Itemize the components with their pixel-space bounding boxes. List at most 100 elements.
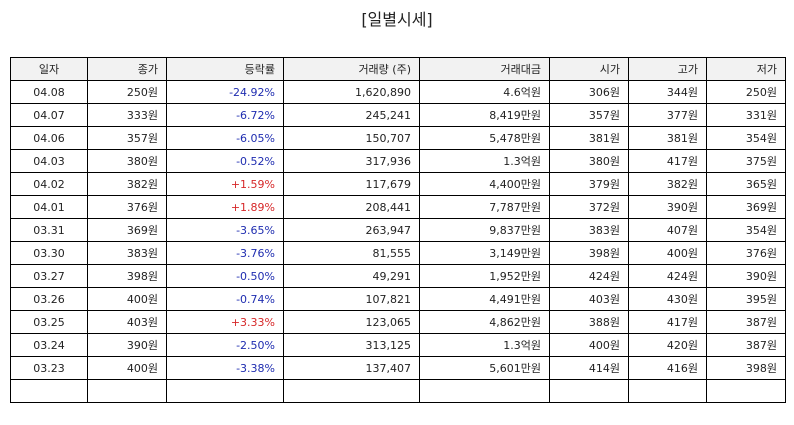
cell-low: 354원 bbox=[706, 218, 786, 242]
cell-high: 416원 bbox=[628, 356, 707, 380]
cell-date: 03.30 bbox=[10, 241, 88, 265]
table-row: 03.23 400원 -3.38% 137,407 5,601만원 414원 416원 398… bbox=[10, 356, 786, 380]
cell-low: 331원 bbox=[706, 103, 786, 127]
cell-volume: 1,620,890 bbox=[283, 80, 420, 104]
header-low: 저가 bbox=[706, 57, 786, 81]
header-amount: 거래대금 bbox=[419, 57, 550, 81]
cell-amount: 1.3억원 bbox=[419, 333, 550, 357]
cell-close: 400원 bbox=[87, 356, 167, 380]
cell-volume: 137,407 bbox=[283, 356, 420, 380]
cell-change: -2.50% bbox=[166, 333, 284, 357]
cell-close: 380원 bbox=[87, 149, 167, 173]
cell-amount: 5,601만원 bbox=[419, 356, 550, 380]
cell-volume: 263,947 bbox=[283, 218, 420, 242]
cell-close: 403원 bbox=[87, 310, 167, 334]
cell-high: 430원 bbox=[628, 287, 707, 311]
cell-amount: 4,400만원 bbox=[419, 172, 550, 196]
cell-close: 376원 bbox=[87, 195, 167, 219]
cell-change: -3.65% bbox=[166, 218, 284, 242]
cell-amount: 8,419만원 bbox=[419, 103, 550, 127]
cell-change: -3.76% bbox=[166, 241, 284, 265]
page-title: [일별시세] bbox=[361, 10, 433, 29]
empty-cell bbox=[283, 379, 420, 403]
cell-volume: 117,679 bbox=[283, 172, 420, 196]
cell-open: 400원 bbox=[549, 333, 629, 357]
cell-low: 398원 bbox=[706, 356, 786, 380]
cell-high: 400원 bbox=[628, 241, 707, 265]
cell-high: 344원 bbox=[628, 80, 707, 104]
table-row: 04.06 357원 -6.05% 150,707 5,478만원 381원 381원 354… bbox=[10, 126, 786, 150]
cell-amount: 9,837만원 bbox=[419, 218, 550, 242]
cell-high: 417원 bbox=[628, 310, 707, 334]
cell-date: 03.24 bbox=[10, 333, 88, 357]
cell-open: 372원 bbox=[549, 195, 629, 219]
cell-date: 03.25 bbox=[10, 310, 88, 334]
cell-amount: 4.6억원 bbox=[419, 80, 550, 104]
cell-change: -0.50% bbox=[166, 264, 284, 288]
cell-close: 382원 bbox=[87, 172, 167, 196]
cell-date: 04.08 bbox=[10, 80, 88, 104]
cell-volume: 317,936 bbox=[283, 149, 420, 173]
table-body: 04.08 250원 -24.92% 1,620,890 4.6억원 306원 344원 25… bbox=[10, 80, 786, 403]
header-high: 고가 bbox=[628, 57, 707, 81]
cell-open: 424원 bbox=[549, 264, 629, 288]
cell-change: -6.72% bbox=[166, 103, 284, 127]
cell-date: 03.26 bbox=[10, 287, 88, 311]
cell-volume: 123,065 bbox=[283, 310, 420, 334]
cell-open: 380원 bbox=[549, 149, 629, 173]
cell-open: 379원 bbox=[549, 172, 629, 196]
cell-low: 365원 bbox=[706, 172, 786, 196]
empty-cell bbox=[549, 379, 629, 403]
cell-close: 369원 bbox=[87, 218, 167, 242]
empty-cell bbox=[419, 379, 550, 403]
cell-high: 407원 bbox=[628, 218, 707, 242]
cell-date: 04.01 bbox=[10, 195, 88, 219]
cell-close: 390원 bbox=[87, 333, 167, 357]
table-row: 04.02 382원 +1.59% 117,679 4,400만원 379원 382원 365… bbox=[10, 172, 786, 196]
cell-amount: 1,952만원 bbox=[419, 264, 550, 288]
cell-change: -3.38% bbox=[166, 356, 284, 380]
cell-amount: 1.3억원 bbox=[419, 149, 550, 173]
table-row: 04.03 380원 -0.52% 317,936 1.3억원 380원 417원 375원 bbox=[10, 149, 786, 173]
cell-low: 376원 bbox=[706, 241, 786, 265]
table-row: 03.25 403원 +3.33% 123,065 4,862만원 388원 417원 387… bbox=[10, 310, 786, 334]
cell-open: 414원 bbox=[549, 356, 629, 380]
cell-amount: 4,862만원 bbox=[419, 310, 550, 334]
cell-low: 375원 bbox=[706, 149, 786, 173]
table-header-row: 일자 종가 등락률 거래량 (주) 거래대금 시가 고가 저가 bbox=[10, 57, 786, 81]
cell-change: -24.92% bbox=[166, 80, 284, 104]
cell-open: 388원 bbox=[549, 310, 629, 334]
cell-close: 398원 bbox=[87, 264, 167, 288]
cell-volume: 208,441 bbox=[283, 195, 420, 219]
cell-low: 390원 bbox=[706, 264, 786, 288]
cell-close: 333원 bbox=[87, 103, 167, 127]
empty-cell bbox=[87, 379, 167, 403]
table-row: 03.27 398원 -0.50% 49,291 1,952만원 424원 424원 390원 bbox=[10, 264, 786, 288]
table-row: 03.30 383원 -3.76% 81,555 3,149만원 398원 400원 376원 bbox=[10, 241, 786, 265]
cell-close: 357원 bbox=[87, 126, 167, 150]
cell-close: 383원 bbox=[87, 241, 167, 265]
cell-date: 04.07 bbox=[10, 103, 88, 127]
cell-low: 387원 bbox=[706, 310, 786, 334]
table-row: 03.24 390원 -2.50% 313,125 1.3억원 400원 420원 387원 bbox=[10, 333, 786, 357]
table-row: 04.07 333원 -6.72% 245,241 8,419만원 357원 377원 331… bbox=[10, 103, 786, 127]
cell-change: -0.74% bbox=[166, 287, 284, 311]
cell-date: 03.31 bbox=[10, 218, 88, 242]
cell-volume: 245,241 bbox=[283, 103, 420, 127]
cell-high: 382원 bbox=[628, 172, 707, 196]
cell-high: 417원 bbox=[628, 149, 707, 173]
cell-date: 04.03 bbox=[10, 149, 88, 173]
cell-high: 424원 bbox=[628, 264, 707, 288]
cell-volume: 49,291 bbox=[283, 264, 420, 288]
cell-low: 354원 bbox=[706, 126, 786, 150]
cell-close: 400원 bbox=[87, 287, 167, 311]
cell-change: +3.33% bbox=[166, 310, 284, 334]
table-row: 03.26 400원 -0.74% 107,821 4,491만원 403원 430원 395… bbox=[10, 287, 786, 311]
cell-date: 03.27 bbox=[10, 264, 88, 288]
cell-low: 387원 bbox=[706, 333, 786, 357]
cell-change: +1.59% bbox=[166, 172, 284, 196]
empty-cell bbox=[166, 379, 284, 403]
cell-date: 04.02 bbox=[10, 172, 88, 196]
cell-close: 250원 bbox=[87, 80, 167, 104]
cell-open: 403원 bbox=[549, 287, 629, 311]
